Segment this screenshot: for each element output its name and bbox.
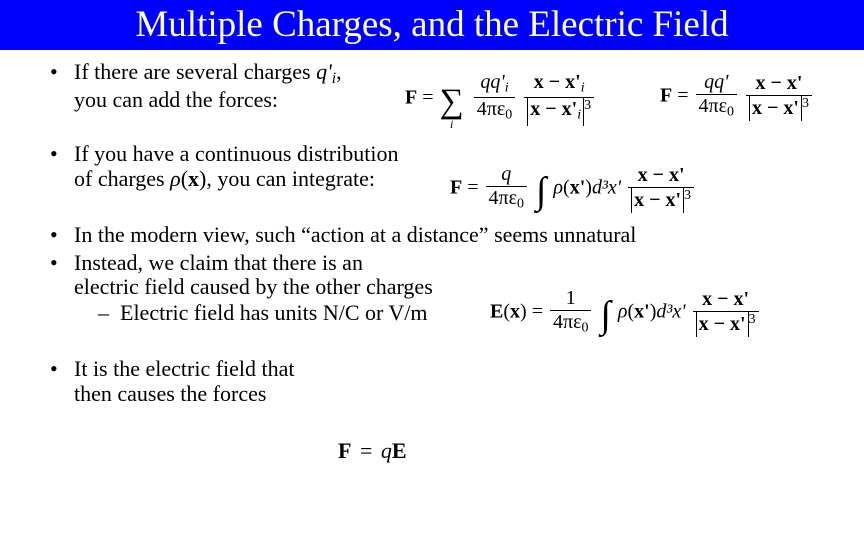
- f1-num2sub: i: [581, 81, 585, 96]
- bullet-3: In the modern view, such “action at a di…: [50, 223, 814, 247]
- formula-integral-force: F = q 4πε0 ∫ ρ(x')d³x' x − x' x − x'3: [450, 164, 696, 212]
- f5-lhs: F: [338, 438, 351, 463]
- bullet-1-tail: ,: [336, 59, 342, 84]
- formula-integral-field: E(x) = 1 4πε0 ∫ ρ(x')d³x' x − x' x − x'3: [490, 288, 761, 336]
- sum-lower: i: [450, 119, 453, 129]
- f3-frac1: q 4πε0: [486, 164, 528, 212]
- f2-eq: =: [677, 85, 688, 107]
- f2-frac2: x − x' x − x'3: [746, 73, 812, 118]
- f5-eq: =: [360, 438, 372, 463]
- f2-lhs: F: [660, 85, 672, 107]
- f1-num1a: qq': [480, 71, 504, 93]
- f4-frac1: 1 4πε0: [550, 288, 592, 336]
- bullet-2-line2a: of charges: [74, 166, 170, 191]
- bullet-3-text: In the modern view, such “action at a di…: [74, 222, 636, 247]
- formula-sum: F = ∑i qq'i 4πε0 x − x'i x − x'i3: [405, 72, 596, 124]
- f3-d3x: d³x': [592, 177, 621, 199]
- f3-num2: x − x': [638, 164, 685, 186]
- bullet-1-var: q': [316, 59, 332, 84]
- f2-num1: qq': [704, 71, 728, 93]
- f1-den2a: x − x': [530, 98, 577, 120]
- bullet-4-line1: Instead, we claim that there is an: [74, 250, 363, 275]
- f3-den2exp: 3: [684, 188, 691, 203]
- f4-open: (: [503, 301, 510, 323]
- f3-den1a: 4πε: [489, 187, 518, 209]
- f3-num1: q: [501, 163, 511, 185]
- bullet-2-rho: ρ: [170, 166, 181, 191]
- f4-num2: x − x': [702, 288, 749, 310]
- f2-den2exp: 3: [802, 96, 809, 111]
- f2-den2: x − x': [752, 97, 799, 119]
- f4-num1: 1: [566, 287, 576, 309]
- f4-den1a: 4πε: [553, 311, 582, 333]
- close-paren: ): [585, 177, 592, 199]
- f4-d3x: d³x': [656, 301, 685, 323]
- bullet-2-paren-open: (: [181, 166, 188, 191]
- f4-lhs: E: [490, 301, 503, 323]
- bullet-2-line1: If you have a continuous distribution: [74, 141, 398, 166]
- f1-den1sub: 0: [505, 108, 512, 123]
- f4-den2: x − x': [699, 313, 746, 335]
- f2-den1sub: 0: [727, 105, 734, 120]
- bullet-4-sub-text: Electric field has units N/C or V/m: [120, 300, 428, 325]
- slide: Multiple Charges, and the Electric Field…: [0, 0, 864, 540]
- f2-den1a: 4πε: [699, 95, 728, 117]
- slide-title: Multiple Charges, and the Electric Field: [135, 4, 728, 45]
- f1-lhs: F: [405, 86, 417, 108]
- bullet-2-x: x: [188, 166, 199, 191]
- bullet-5: It is the electric field that then cause…: [50, 357, 814, 405]
- f3-den2: x − x': [634, 189, 681, 211]
- f1-eq: =: [422, 86, 433, 108]
- f4-arg: x: [510, 301, 520, 323]
- f2-num2: x − x': [756, 72, 803, 94]
- f3-frac2: x − x' x − x'3: [628, 165, 694, 210]
- f4-den1sub: 0: [581, 321, 588, 336]
- f4-rho: ρ: [618, 301, 628, 323]
- bullet-2-line2b: , you can integrate:: [206, 166, 375, 191]
- formula-force-from-field: F = qE: [338, 438, 407, 464]
- f1-den1a: 4πε: [477, 98, 506, 120]
- f1-num2a: x − x': [534, 71, 581, 93]
- bullet-5-line1: It is the electric field that: [74, 356, 295, 381]
- f4-frac2: x − x' x − x'3: [693, 289, 759, 334]
- f1-frac1: qq'i 4πε0: [474, 72, 516, 123]
- title-bar: Multiple Charges, and the Electric Field: [0, 0, 864, 50]
- f4-eq: =: [532, 301, 543, 323]
- f1-frac2: x − x'i x − x'i3: [524, 72, 594, 124]
- sum-symbol: ∑i: [440, 88, 464, 117]
- bullet-1-line2: you can add the forces:: [74, 87, 278, 112]
- bullet-5-line2: then causes the forces: [74, 381, 266, 406]
- f3-lhs: F: [450, 177, 462, 199]
- f3-xprime: x': [570, 177, 586, 199]
- integral-symbol-1: ∫: [536, 178, 546, 205]
- f4-xprime: x': [634, 301, 650, 323]
- f5-q: q: [381, 438, 392, 463]
- f4-close: ): [520, 301, 527, 323]
- f5-rhs: E: [392, 438, 407, 463]
- f3-den1sub: 0: [517, 197, 524, 212]
- f3-eq: =: [467, 177, 478, 199]
- f4-den2exp: 3: [749, 312, 756, 327]
- bullet-4-line2: electric field caused by the other charg…: [74, 274, 433, 299]
- f2-frac1: qq' 4πε0: [696, 72, 738, 120]
- integral-symbol-2: ∫: [600, 302, 610, 329]
- f1-den2exp: 3: [584, 98, 591, 113]
- f3-rho: ρ: [553, 177, 563, 199]
- bullet-1-text-a: If there are several charges: [74, 59, 316, 84]
- bullet-2: If you have a continuous distribution of…: [50, 142, 814, 190]
- formula-pair: F = qq' 4πε0 x − x' x − x'3: [660, 72, 814, 120]
- f1-num1sub: i: [505, 81, 509, 96]
- open-paren: (: [563, 177, 570, 199]
- f1-den2sub: i: [577, 108, 581, 123]
